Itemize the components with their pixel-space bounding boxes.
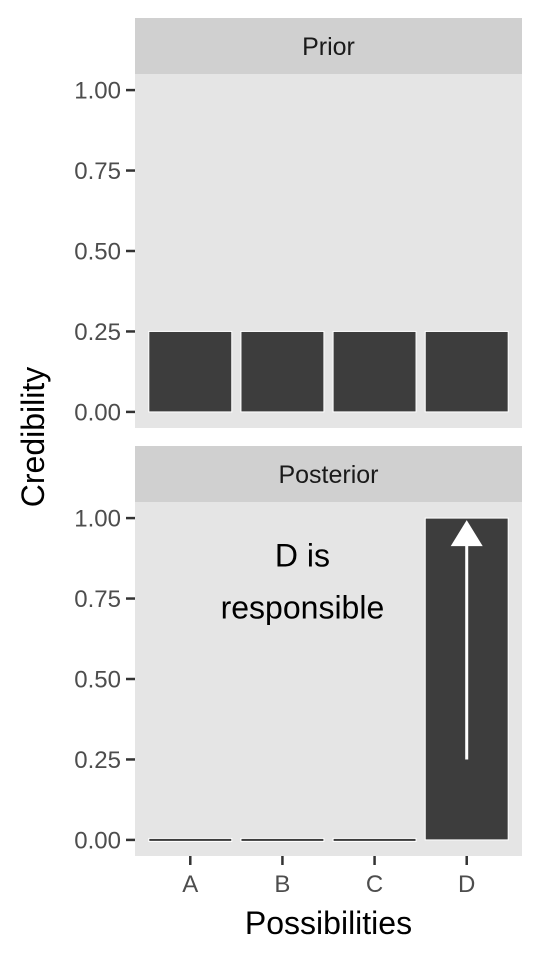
- posterior-bar-c: [332, 837, 417, 842]
- x-tick-label-d: D: [458, 871, 475, 898]
- x-tick-label-c: C: [366, 871, 383, 898]
- y-axis-title: Credibility: [15, 367, 51, 507]
- posterior-strip-label: Posterior: [278, 461, 378, 489]
- posterior-strip: [135, 446, 522, 502]
- posterior-bar-a: [148, 837, 233, 842]
- posterior-y-tick-label: 1.00: [74, 506, 121, 533]
- prior-bar-b: [240, 330, 325, 413]
- prior-y-tick-label: 0.75: [74, 158, 121, 185]
- prior-bar-a: [148, 330, 233, 413]
- x-tick-label-b: B: [274, 871, 290, 898]
- x-tick-label-a: A: [182, 871, 198, 898]
- posterior-bar-b: [240, 837, 325, 842]
- annotation-line-1: D is: [275, 537, 330, 573]
- prior-y-tick-label: 0.00: [74, 399, 121, 426]
- prior-y-tick-label: 0.50: [74, 239, 121, 266]
- posterior-arrow-head: [450, 520, 483, 547]
- prior-y-tick-label: 1.00: [74, 78, 121, 105]
- prior-y-tick-label: 0.25: [74, 319, 121, 346]
- posterior-y-tick-label: 0.25: [74, 747, 121, 774]
- prior-strip-label: Prior: [302, 33, 355, 61]
- prior-bar-c: [332, 330, 417, 413]
- posterior-y-tick-label: 0.00: [74, 827, 121, 854]
- annotation-line-2: responsible: [221, 589, 385, 625]
- posterior-y-tick-label: 0.75: [74, 586, 121, 613]
- prior-bar-d: [424, 330, 509, 413]
- prior-strip: [135, 18, 522, 74]
- x-axis-title: Possibilities: [245, 905, 412, 941]
- posterior-y-tick-label: 0.50: [74, 667, 121, 694]
